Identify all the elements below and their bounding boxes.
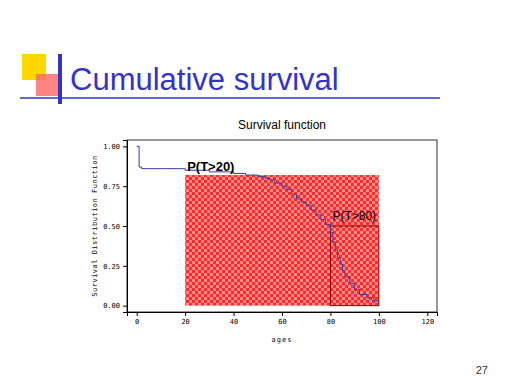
tick-mark — [234, 312, 235, 316]
shaded-region — [185, 175, 379, 306]
tick-mark — [123, 146, 127, 147]
tick-label: 60 — [278, 318, 286, 326]
plot-area — [137, 146, 379, 305]
tick-mark — [123, 306, 127, 307]
decoration — [20, 54, 440, 104]
x-tick: 0 — [135, 312, 139, 326]
slide-title: Cumulative survival — [70, 62, 339, 97]
axis-line — [128, 313, 438, 317]
tick-mark — [330, 312, 331, 316]
page-number: 27 — [476, 364, 488, 376]
deco-line — [20, 97, 440, 99]
y-tick: 0.50 — [103, 223, 127, 231]
tick-mark — [123, 266, 127, 267]
y-tick: 0.25 — [103, 263, 127, 271]
tick-label: 1.00 — [103, 143, 120, 151]
y-tick: 0.00 — [103, 302, 127, 310]
tick-mark — [123, 226, 127, 227]
y-tick: 0.75 — [103, 183, 127, 191]
tick-mark — [379, 312, 380, 316]
tick-mark — [282, 312, 283, 316]
deco-bar — [58, 54, 62, 104]
axis-line — [123, 141, 128, 313]
tick-label: 120 — [421, 318, 434, 326]
x-tick: 40 — [230, 312, 238, 326]
tick-label: 0.50 — [103, 223, 120, 231]
region-label: P(T>80) — [332, 209, 376, 223]
region-label: P(T>20) — [187, 159, 234, 174]
x-tick: 80 — [327, 312, 335, 326]
tick-mark — [427, 312, 428, 316]
tick-label: 0.25 — [103, 263, 120, 271]
plot-frame — [127, 140, 437, 312]
y-tick: 1.00 — [103, 143, 127, 151]
tick-mark — [185, 312, 186, 316]
y-axis: 0.00 0.25 0.50 0.75 1.00 — [103, 141, 127, 313]
x-tick: 20 — [181, 312, 189, 326]
tick-label: 100 — [373, 318, 386, 326]
x-axis: 0 20 40 60 80 100 120 — [128, 312, 438, 326]
tick-mark — [137, 312, 138, 316]
shaded-region — [330, 226, 378, 306]
tick-label: 40 — [230, 318, 238, 326]
tick-mark — [123, 186, 127, 187]
x-tick: 100 — [373, 312, 386, 326]
x-tick: 120 — [421, 312, 434, 326]
y-axis-label: Survival Distribution Function — [91, 155, 99, 296]
x-axis-label: ages — [272, 336, 293, 344]
deco-square — [36, 74, 58, 96]
tick-label: 20 — [181, 318, 189, 326]
tick-label: 0.75 — [103, 183, 120, 191]
chart-title: Survival function — [238, 118, 326, 132]
tick-label: 0 — [135, 318, 139, 326]
slide: Cumulative survival 27 Survival function P(… — [0, 0, 512, 384]
tick-label: 0.00 — [103, 302, 120, 310]
tick-label: 80 — [327, 318, 335, 326]
survival-line — [137, 146, 379, 300]
x-tick: 60 — [278, 312, 286, 326]
